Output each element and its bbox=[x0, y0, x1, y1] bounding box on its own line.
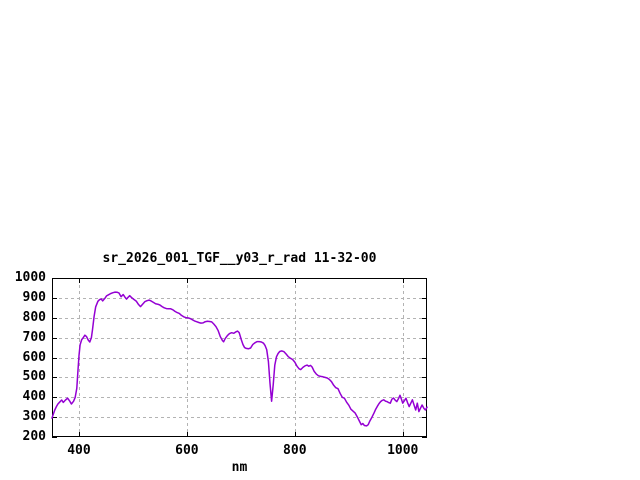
y-tick-label-900: 900 bbox=[22, 289, 46, 305]
x-tick-label-400: 400 bbox=[67, 443, 91, 458]
x-tick-label-1000: 1000 bbox=[387, 443, 419, 458]
y-tick-label-300: 300 bbox=[22, 409, 46, 425]
y-tick-label-700: 700 bbox=[22, 329, 46, 345]
x-axis-label: nm bbox=[231, 460, 248, 475]
plot-border bbox=[52, 278, 427, 437]
y-tick-label-600: 600 bbox=[22, 349, 46, 365]
y-tick-label-400: 400 bbox=[22, 389, 46, 405]
x-tick-label-600: 600 bbox=[175, 443, 199, 458]
y-tick-label-800: 800 bbox=[22, 309, 46, 325]
x-tick-label-800: 800 bbox=[283, 443, 307, 458]
y-tick-label-1000: 1000 bbox=[14, 270, 46, 285]
chart-title: sr_2026_001_TGF__y03_r_rad 11-32-00 bbox=[102, 251, 377, 266]
y-tick-label-200: 200 bbox=[22, 429, 46, 444]
y-tick-label-500: 500 bbox=[22, 369, 46, 385]
series-line-0 bbox=[51, 291, 428, 427]
